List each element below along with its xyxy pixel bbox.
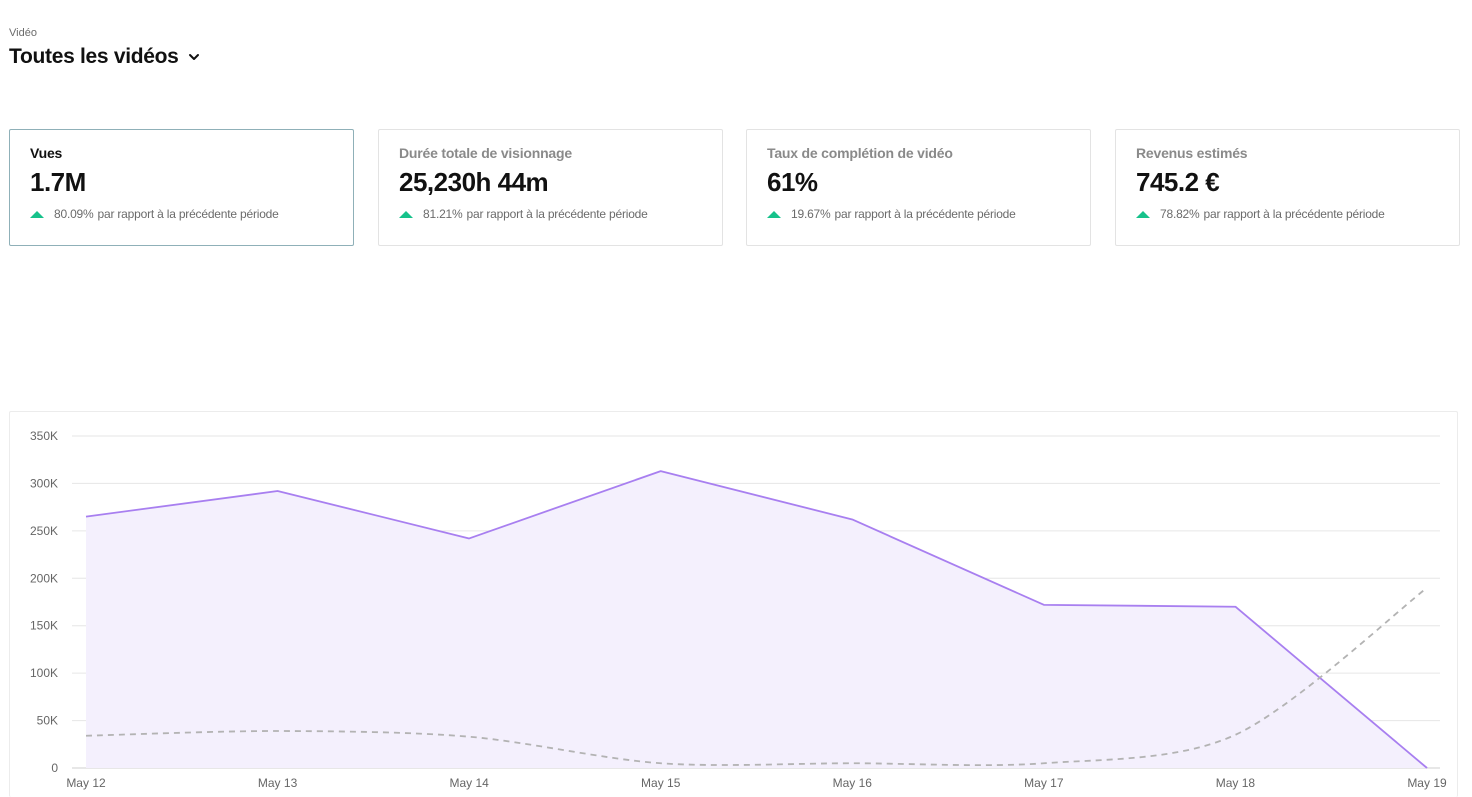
trend-up-icon: [399, 210, 413, 218]
x-tick-label: May 14: [449, 776, 489, 790]
video-selector-title: Toutes les vidéos: [9, 45, 179, 68]
metric-value: 25,230h 44m: [399, 167, 549, 197]
series-current-line: [85, 470, 1428, 769]
x-tick-label: May 15: [641, 776, 681, 790]
metric-card-views[interactable]: Vues 1.7M 80.09% par rapport à la précéd…: [9, 129, 354, 246]
delta-text: par rapport à la précédente période: [1203, 207, 1385, 221]
metric-delta: 78.82% par rapport à la précédente pério…: [1136, 207, 1439, 221]
x-tick-label: May 18: [1216, 776, 1256, 790]
metric-value: 1.7M: [30, 167, 86, 197]
delta-percent: 80.09%: [54, 207, 94, 221]
x-tick-label: May 13: [258, 776, 298, 790]
metric-label: Vues: [30, 145, 63, 161]
chevron-down-icon: [187, 50, 201, 64]
selector-label: Vidéo: [9, 27, 37, 39]
metric-label: Taux de complétion de vidéo: [767, 145, 953, 161]
delta-text: par rapport à la précédente période: [97, 207, 279, 221]
y-tick-label: 100K: [30, 666, 58, 680]
y-tick-label: 200K: [30, 571, 58, 585]
y-tick-label: 0: [51, 761, 58, 775]
delta-percent: 19.67%: [791, 207, 831, 221]
views-chart[interactable]: 0 50K 100K 150K 200K 250K 300K 350K May 12 May 13…: [9, 411, 1458, 797]
series-current-area: [86, 471, 1427, 768]
trend-up-icon: [30, 210, 44, 218]
delta-text: par rapport à la précédente période: [834, 207, 1016, 221]
x-tick-label: May 17: [1024, 776, 1064, 790]
metric-value: 61%: [767, 167, 818, 197]
x-tick-label: May 12: [66, 776, 106, 790]
delta-text: par rapport à la précédente période: [466, 207, 648, 221]
metric-card-watch-time[interactable]: Durée totale de visionnage 25,230h 44m 8…: [378, 129, 723, 246]
chart-svg: 0 50K 100K 150K 200K 250K 300K 350K May 12 May 13…: [30, 429, 1447, 790]
metric-card-completion-rate[interactable]: Taux de complétion de vidéo 61% 19.67% p…: [746, 129, 1091, 246]
y-tick-label: 50K: [37, 714, 58, 728]
x-tick-label: May 16: [833, 776, 873, 790]
y-tick-label: 250K: [30, 524, 58, 538]
metric-delta: 81.21% par rapport à la précédente pério…: [399, 207, 702, 221]
y-tick-label: 350K: [30, 429, 58, 443]
metric-label: Revenus estimés: [1136, 145, 1248, 161]
series-previous-line: [85, 587, 1428, 767]
metric-label: Durée totale de visionnage: [399, 145, 572, 161]
trend-up-icon: [767, 210, 781, 218]
y-tick-label: 150K: [30, 619, 58, 633]
metric-value: 745.2 €: [1136, 167, 1220, 197]
metric-delta: 80.09% par rapport à la précédente pério…: [30, 207, 333, 221]
metric-cards: Vues 1.7M 80.09% par rapport à la précéd…: [9, 129, 1460, 246]
y-tick-label: 300K: [30, 476, 58, 490]
trend-up-icon: [1136, 210, 1150, 218]
delta-percent: 81.21%: [423, 207, 463, 221]
video-selector[interactable]: Toutes les vidéos: [9, 45, 201, 69]
metric-card-revenue[interactable]: Revenus estimés 745.2 € 78.82% par rappo…: [1115, 129, 1460, 246]
delta-percent: 78.82%: [1160, 207, 1200, 221]
x-tick-label: May 19: [1407, 776, 1447, 790]
metric-delta: 19.67% par rapport à la précédente pério…: [767, 207, 1070, 221]
